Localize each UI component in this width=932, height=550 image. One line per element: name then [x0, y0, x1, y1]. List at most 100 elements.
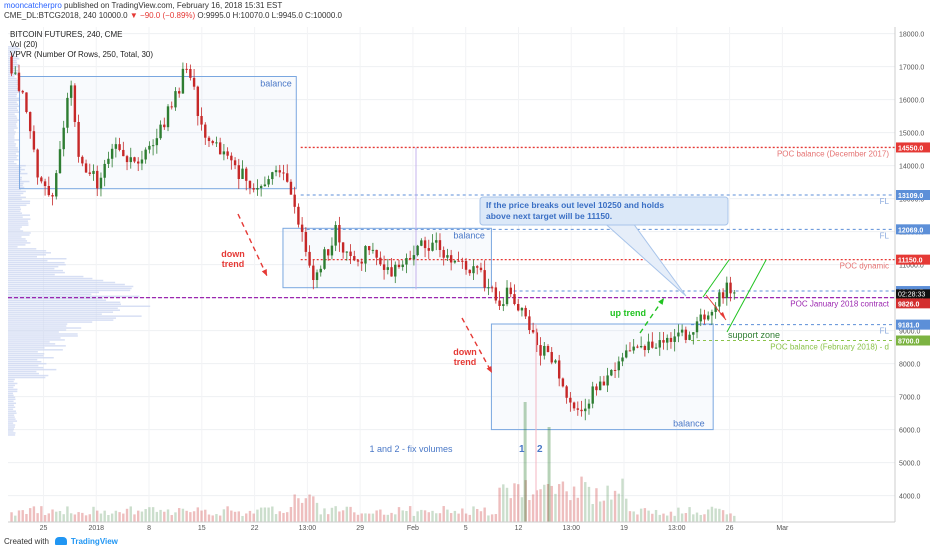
volume-profile-bar [8, 321, 93, 323]
candle-body [241, 168, 244, 180]
volume-bar [96, 510, 99, 522]
candle-body [468, 269, 471, 274]
candle-body [286, 173, 289, 182]
price-tag [896, 319, 930, 330]
volume-bar [561, 481, 565, 522]
volume-bar [531, 494, 535, 522]
volume-profile-bar [8, 275, 84, 278]
candle-body [513, 294, 516, 305]
candle-body [375, 249, 378, 258]
volume-profile-bar [8, 137, 15, 139]
volume-bar [28, 508, 32, 522]
tradingview-brand[interactable]: TradingView [70, 536, 118, 546]
candle-body [47, 186, 51, 196]
price-chart[interactable]: balance balance balance POC balance (Decemb… [0, 22, 932, 532]
candle-body [315, 272, 319, 281]
volume-profile-bar [8, 99, 20, 102]
candle-body [643, 346, 647, 351]
candle-body [36, 149, 39, 178]
volume-bar [248, 510, 252, 522]
volume-bar [397, 507, 401, 522]
volume-profile-bar [8, 127, 18, 129]
volume-bar [14, 515, 17, 522]
volume-profile-bar [8, 65, 19, 68]
volume-bar [293, 494, 296, 522]
volume-profile-bar [8, 162, 17, 165]
candle-body [341, 242, 345, 253]
candle-body [602, 381, 606, 386]
volume-bar [155, 511, 159, 522]
candle-body [427, 248, 430, 251]
volume-bar [584, 482, 587, 522]
candle-body [651, 341, 654, 348]
volume-profile-bar [8, 368, 57, 371]
volume-bar [543, 484, 546, 522]
candle-body [96, 170, 99, 189]
volume-profile-bar [8, 180, 30, 183]
volume-bar [327, 514, 330, 522]
volume-profile-bar [8, 145, 16, 147]
volume-profile-bar [8, 428, 14, 430]
candle-body [457, 260, 460, 262]
candle-body [122, 149, 125, 157]
volume-profile-bar [8, 424, 16, 426]
volume-profile-bar [8, 168, 25, 171]
time-tick-label: 29 [356, 525, 364, 532]
volume-bar [379, 509, 382, 522]
volume-bar [300, 502, 304, 522]
candle-body [62, 127, 65, 150]
level-annotation: POC January 2018 contract [790, 300, 889, 309]
price-tag [896, 298, 930, 309]
volume-bar [174, 512, 177, 522]
candle-body [658, 340, 661, 348]
volume-profile-bar [8, 224, 29, 226]
volume-profile-bar [8, 178, 22, 181]
volume-profile-bar [8, 426, 15, 428]
volume-profile-bar [8, 345, 66, 347]
volume-bar [569, 500, 572, 522]
volume-bar [330, 507, 334, 522]
candle-body [621, 357, 624, 362]
volume-bar [189, 512, 192, 522]
candle-body [181, 68, 185, 94]
tradingview-logo-icon [54, 537, 67, 545]
volume-bar [621, 478, 624, 522]
candle-body [308, 251, 311, 266]
candle-body [498, 300, 501, 306]
candle-body [677, 332, 680, 337]
volume-bar [382, 514, 386, 522]
volume-bar [267, 507, 270, 522]
volume-profile-bar [8, 91, 19, 94]
candle-body [647, 341, 650, 351]
time-tick-label: 13:00 [562, 525, 580, 532]
price-tick-label: 16000.0 [899, 98, 924, 105]
volume-bar [476, 508, 479, 522]
volume-bar [73, 514, 77, 522]
price-tag-label: 9826.0 [898, 301, 920, 308]
volume-profile-bar [8, 204, 27, 207]
volume-bar [520, 497, 524, 522]
volume-profile-bar [8, 135, 15, 137]
candle-body [412, 255, 416, 260]
volume-profile-bar [8, 295, 140, 298]
volume-profile-bar [8, 101, 17, 104]
volume-bar [375, 510, 378, 522]
volume-bar [423, 510, 427, 522]
volume-bar [148, 507, 151, 522]
author-link[interactable]: mooncatcherpro [4, 1, 62, 10]
candle-body [200, 115, 203, 125]
candle-body [289, 181, 293, 195]
volume-profile-bar [8, 174, 21, 177]
candle-body [666, 337, 669, 343]
volume-profile-bar [8, 117, 18, 119]
candle-body [77, 121, 80, 157]
volume-bar [703, 514, 706, 522]
candle-body [405, 258, 408, 265]
published-text: published on TradingView.com, February 1… [64, 1, 283, 10]
volume-bar [457, 513, 460, 522]
down-arrow-head [261, 269, 267, 276]
volume-profile-bar [8, 283, 125, 286]
volume-bar [662, 513, 665, 522]
candle-body [625, 350, 628, 358]
candle-body [401, 264, 404, 268]
